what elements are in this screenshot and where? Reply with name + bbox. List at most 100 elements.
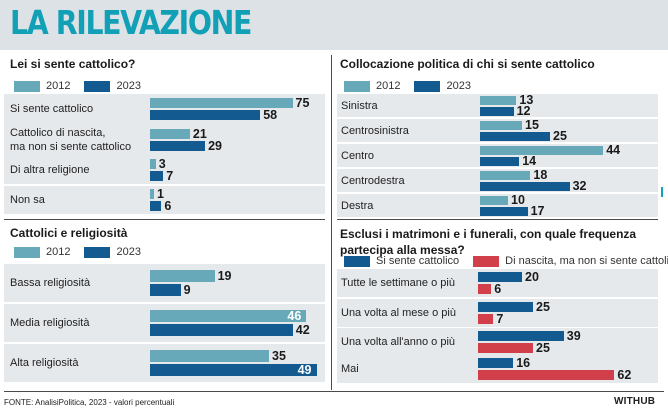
- collocazione-politica-bar: [480, 206, 528, 216]
- collocazione-politica-bar: [480, 131, 550, 141]
- header-band: LA RILEVAZIONE: [0, 0, 668, 50]
- collocazione-politica-value-label: 32: [572, 179, 587, 193]
- collocazione-politica-category-label-line: Centrodestra: [341, 174, 405, 187]
- sente-cattolico-category-label-line: Di altra religione: [10, 164, 90, 176]
- frequenza-messa-bar: [478, 302, 533, 312]
- sente-cattolico-category-label: Di altra religione: [10, 163, 145, 177]
- collocazione-politica-row-bg: [337, 169, 658, 192]
- collocazione-politica-bar: [480, 106, 514, 116]
- collocazione-politica-bar: [480, 170, 531, 180]
- collocazione-politica-value-label: 12: [516, 104, 531, 118]
- religiosita-bar: [150, 350, 269, 362]
- frequenza-messa-legend-swatch: [473, 255, 500, 267]
- collocazione-politica-category-label-line: Destra: [341, 199, 374, 212]
- collocazione-politica-value-label: 44: [606, 143, 621, 157]
- sente-cattolico-value-label: 3: [158, 157, 166, 171]
- religiosita-category-label: Bassa religiosità: [10, 276, 145, 290]
- sente-cattolico-legend: 2012 2023: [14, 79, 155, 93]
- sente-cattolico-category-label-line: Non sa: [10, 194, 45, 206]
- sente-cattolico-value-label: 7: [166, 169, 174, 183]
- collocazione-politica-value-label: 17: [530, 204, 545, 218]
- religiosita-legend-swatch: [84, 246, 111, 258]
- religiosita-legend-item: 2023: [84, 246, 141, 258]
- collocazione-politica-category-label: Sinistra: [341, 99, 476, 113]
- bottom-divider: [4, 391, 664, 392]
- frequenza-messa-bar: [478, 272, 522, 282]
- collocazione-politica-value-label: 14: [522, 154, 537, 168]
- collocazione-politica-value-label: 25: [553, 129, 567, 143]
- frequenza-messa-bar: [478, 331, 564, 341]
- brand-logo: WITHUB: [614, 396, 656, 407]
- religiosita-value-label: 9: [183, 283, 191, 297]
- frequenza-messa-bar: [478, 314, 494, 324]
- collocazione-politica-legend-label: 2023: [446, 80, 471, 92]
- religiosita-bar: [150, 324, 293, 336]
- frequenza-messa-value-label: 25: [536, 300, 550, 314]
- sente-cattolico-bar: [150, 201, 162, 211]
- sente-cattolico-bar: [150, 98, 293, 108]
- religiosita-bar: [150, 310, 307, 322]
- religiosita-category-label-line: Media religiosità: [10, 317, 90, 329]
- frequenza-messa-category-label: Tutte le settimane o più: [341, 276, 476, 290]
- sente-cattolico-value-label: 58: [263, 108, 278, 122]
- collocazione-politica-legend-item: 2012: [344, 80, 400, 92]
- sente-cattolico-category-label: Si sente cattolico: [10, 102, 145, 116]
- frequenza-messa-category-label: Una volta al mese o più: [341, 306, 476, 320]
- frequenza-messa-legend-item: Di nascita, ma non si sente cattolico: [473, 255, 668, 267]
- collocazione-politica-row-bg: [337, 94, 658, 117]
- collocazione-politica-category-label: Centrosinistra: [341, 124, 476, 138]
- sente-cattolico-bar: [150, 110, 261, 120]
- collocazione-politica-bar: [480, 195, 508, 205]
- religiosita-value-label: 35: [272, 349, 286, 363]
- collocazione-politica-value-label: 18: [533, 168, 548, 182]
- sente-cattolico-legend-label: 2012: [46, 80, 71, 92]
- collocazione-politica-legend-swatch: [414, 80, 441, 92]
- frequenza-messa-category-label: Mai: [341, 362, 476, 376]
- sente-cattolico-legend-label: 2023: [116, 80, 141, 92]
- religiosita-value-label: 42: [295, 323, 310, 337]
- sente-cattolico-legend-item: 2023: [84, 80, 141, 92]
- religiosita-category-label-line: Bassa religiosità: [10, 277, 91, 289]
- page-title: LA RILEVAZIONE: [10, 3, 252, 42]
- sente-cattolico-legend-swatch: [84, 80, 111, 92]
- sente-cattolico-value-label: 29: [208, 139, 222, 153]
- frequenza-messa-category-label: Una volta all'anno o più: [341, 335, 476, 349]
- sente-cattolico-bar: [150, 171, 164, 181]
- left-horizontal-divider: [4, 219, 325, 220]
- collocazione-politica-bar: [480, 95, 517, 105]
- sente-cattolico-bar: [150, 129, 190, 139]
- collocazione-politica-legend-swatch: [344, 80, 370, 92]
- collocazione-politica-category-label: Centro: [341, 149, 476, 163]
- frequenza-messa-value-label: 25: [536, 341, 550, 355]
- collocazione-politica-bar: [480, 181, 570, 191]
- religiosita-legend-swatch: [14, 246, 40, 258]
- frequenza-messa-legend-swatch: [344, 255, 370, 267]
- collocazione-politica-bar: [480, 145, 604, 155]
- religiosita-category-label-line: Alta religiosità: [10, 357, 79, 369]
- frequenza-messa-category-label-line: Tutte le settimane o più: [341, 277, 455, 289]
- religiosita-legend-label: 2023: [116, 246, 141, 258]
- collocazione-politica-legend-label: 2012: [376, 80, 401, 92]
- frequenza-messa-bar: [478, 358, 514, 368]
- sente-cattolico-bar: [150, 141, 206, 151]
- sente-cattolico-value-label: 6: [164, 199, 172, 213]
- right-horizontal-divider: [337, 219, 658, 220]
- collocazione-politica-legend-item: 2023: [414, 80, 471, 92]
- religiosita-bar: [150, 270, 215, 282]
- frequenza-messa-value-label: 20: [525, 270, 539, 284]
- frequenza-messa-title: Esclusi i matrimoni e i funerali, con qu…: [340, 227, 637, 257]
- religiosita-legend-label: 2012: [46, 246, 71, 258]
- frequenza-messa-bar: [478, 343, 533, 353]
- collocazione-politica-bar: [480, 156, 520, 166]
- sente-cattolico-bar: [150, 159, 156, 169]
- frequenza-messa-value-label: 6: [494, 282, 502, 296]
- collocazione-politica-value-label: 10: [511, 193, 525, 207]
- frequenza-messa-category-label-line: Una volta all'anno o più: [341, 336, 456, 348]
- religiosita-category-label: Media religiosità: [10, 316, 145, 330]
- sente-cattolico-value-label: 75: [295, 96, 310, 110]
- source-note: FONTE: AnalisiPolitica, 2023 - valori pe…: [4, 398, 175, 407]
- frequenza-messa-value-label: 62: [617, 368, 632, 382]
- collocazione-politica-legend: 2012 2023: [344, 79, 485, 93]
- sente-cattolico-category-label-line: Cattolico di nascita,: [10, 127, 106, 139]
- sente-cattolico-category-label-line: ma non si sente cattolico: [10, 141, 132, 153]
